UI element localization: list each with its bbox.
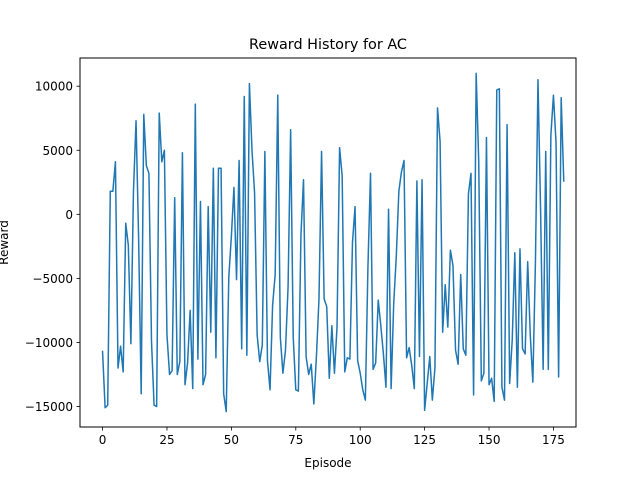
- y-tick-label: −15000: [25, 400, 73, 414]
- y-tick-label: 10000: [35, 80, 73, 94]
- x-tick-label: 150: [478, 433, 501, 447]
- x-tick-label: 125: [413, 433, 436, 447]
- plot-area: [80, 58, 576, 427]
- chart-title: Reward History for AC: [249, 37, 407, 53]
- series-line: [101, 72, 565, 413]
- y-tick-label: −10000: [25, 336, 73, 350]
- y-tick-label: −5000: [32, 272, 73, 286]
- x-tick-label: 50: [224, 433, 239, 447]
- y-axis-label: Reward: [0, 220, 11, 265]
- plot-frame: [79, 57, 577, 428]
- y-axis-ticks: −15000 −10000 −5000 0 5000 10000: [25, 80, 80, 414]
- x-tick-label: 0: [99, 433, 107, 447]
- x-tick-label: 100: [349, 433, 372, 447]
- x-tick-label: 175: [542, 433, 565, 447]
- y-tick-label: 0: [65, 208, 73, 222]
- x-axis-ticks: 0 25 50 75 100 125 150 175: [99, 427, 565, 447]
- x-axis-label: Episode: [304, 456, 351, 470]
- x-tick-label: 75: [288, 433, 303, 447]
- y-tick-label: 5000: [42, 144, 73, 158]
- x-tick-label: 25: [159, 433, 174, 447]
